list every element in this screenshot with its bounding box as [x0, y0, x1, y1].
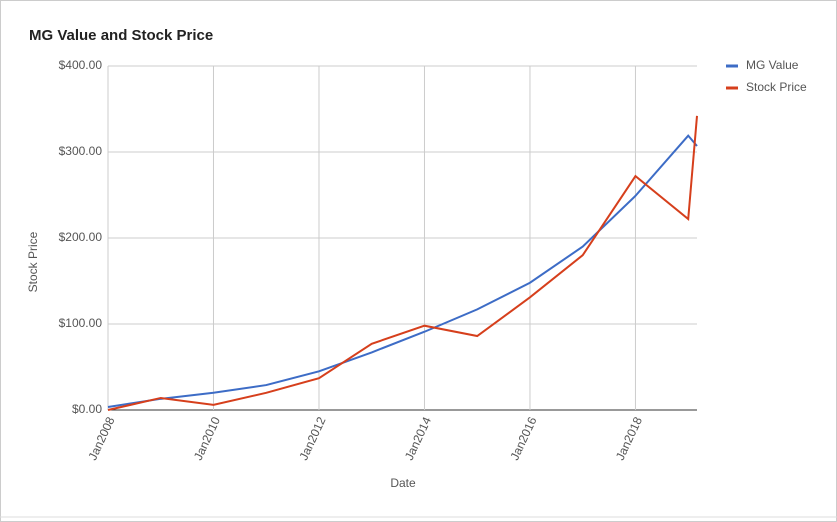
grid: [107, 65, 697, 411]
series-line: [107, 134, 698, 408]
y-tick-label: $0.00: [72, 402, 102, 416]
y-tick-label: $100.00: [59, 316, 103, 330]
y-axis-title: Stock Price: [26, 231, 40, 292]
marks: [107, 115, 698, 411]
y-tick-label: $200.00: [59, 230, 103, 244]
y-tick-label: $400.00: [59, 58, 103, 72]
y-tick-label: $300.00: [59, 144, 103, 158]
series-line: [107, 115, 698, 411]
chart-title: MG Value and Stock Price: [29, 27, 213, 44]
legend-label: MG Value: [746, 58, 799, 72]
x-axis-title: Date: [390, 476, 416, 490]
legend-label: Stock Price: [746, 80, 807, 94]
